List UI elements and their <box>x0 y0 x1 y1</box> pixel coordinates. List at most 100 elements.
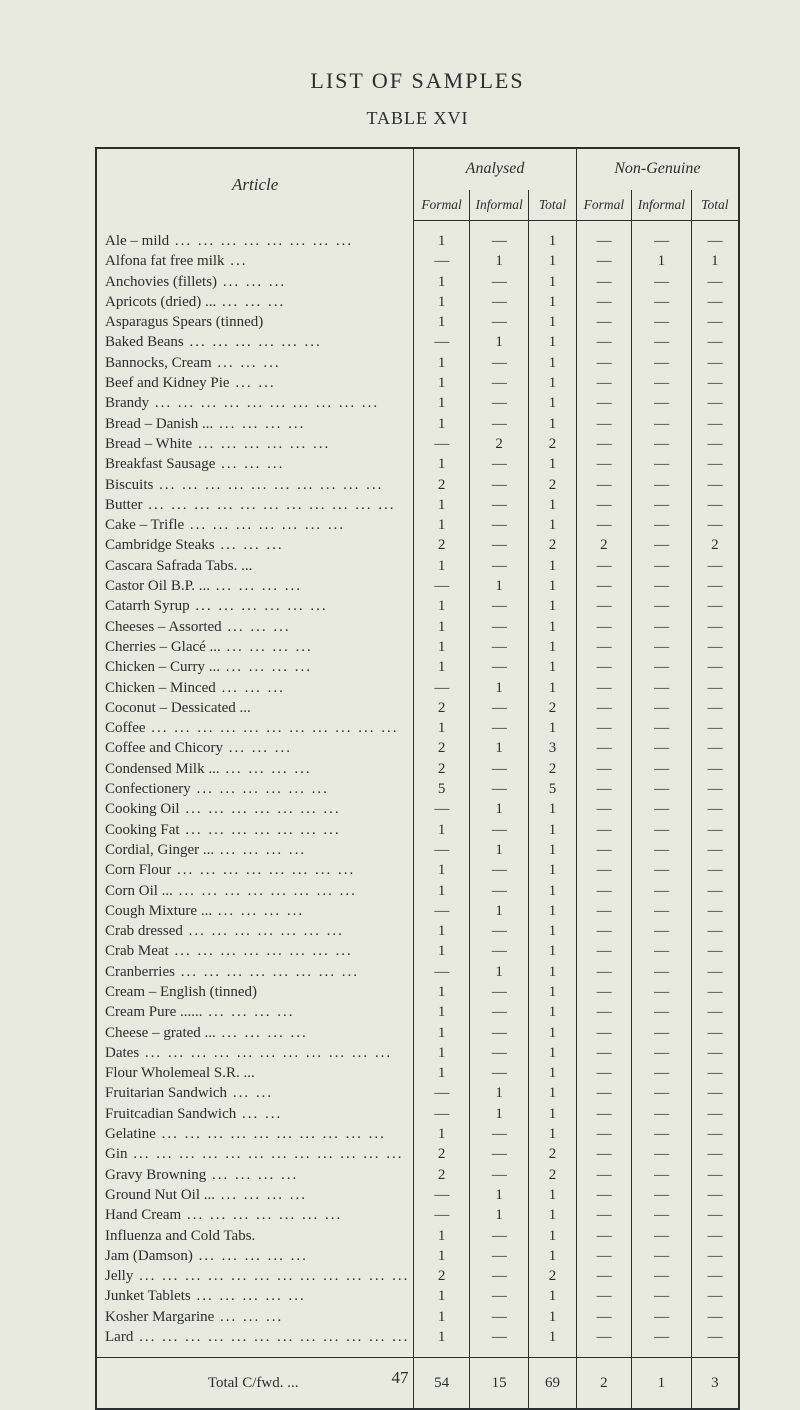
cell-value: 1 <box>529 332 576 352</box>
cell-value: 1 <box>414 860 469 880</box>
cell-value: 1 <box>529 1124 576 1144</box>
cell-value: — <box>632 718 692 738</box>
cell-value: 2 <box>414 698 469 718</box>
cell-value: — <box>691 698 738 718</box>
table-row: Flour Wholemeal S.R. ...1—1——— <box>97 1063 738 1083</box>
cell-value: — <box>576 251 631 271</box>
cell-value: 2 <box>529 759 576 779</box>
document-page: LIST OF SAMPLES TABLE XVI Article Analys… <box>0 0 800 1400</box>
table-row: Cough Mixture ... ... ... ... ...—11——— <box>97 901 738 921</box>
col-group-nongenuine: Non-Genuine <box>576 149 738 190</box>
cell-value: — <box>576 1226 631 1246</box>
article-name: Jam (Damson) ... ... ... ... ... <box>97 1246 414 1266</box>
cell-value: — <box>691 1266 738 1286</box>
cell-value: — <box>691 312 738 332</box>
cell-value: — <box>414 251 469 271</box>
table-row: Chicken – Curry ... ... ... ... ...1—1——… <box>97 657 738 677</box>
table-row: Kosher Margarine ... ... ...1—1——— <box>97 1307 738 1327</box>
cell-value: — <box>691 353 738 373</box>
cell-value: 1 <box>414 637 469 657</box>
cell-value: — <box>469 657 529 677</box>
table-row: Jelly ... ... ... ... ... ... ... ... ..… <box>97 1266 738 1286</box>
cell-value: — <box>632 1286 692 1306</box>
cell-value: — <box>632 414 692 434</box>
cell-value: — <box>576 1043 631 1063</box>
cell-value: 1 <box>414 312 469 332</box>
table-row: Cascara Safrada Tabs. ...1—1——— <box>97 556 738 576</box>
cell-value: — <box>691 1144 738 1164</box>
cell-value: 1 <box>529 1185 576 1205</box>
cell-value: — <box>632 1023 692 1043</box>
cell-value: — <box>632 617 692 637</box>
cell-value: — <box>691 596 738 616</box>
cell-value: — <box>691 982 738 1002</box>
cell-value: — <box>576 820 631 840</box>
cell-value: — <box>576 515 631 535</box>
article-name: Cough Mixture ... ... ... ... ... <box>97 901 414 921</box>
cell-value: — <box>632 576 692 596</box>
cell-value: 1 <box>529 1043 576 1063</box>
cell-value: 1 <box>469 576 529 596</box>
cell-value: — <box>469 353 529 373</box>
table-row: Cranberries ... ... ... ... ... ... ... … <box>97 962 738 982</box>
page-number: 47 <box>0 1368 800 1388</box>
cell-value: 1 <box>414 881 469 901</box>
cell-value: — <box>414 840 469 860</box>
cell-value: — <box>632 475 692 495</box>
cell-value: — <box>576 962 631 982</box>
table-row: Cambridge Steaks ... ... ...2—22—2 <box>97 535 738 555</box>
cell-value: 2 <box>414 759 469 779</box>
cell-value: — <box>469 495 529 515</box>
cell-value: — <box>632 860 692 880</box>
table-row: Cream – English (tinned)1—1——— <box>97 982 738 1002</box>
article-name: Corn Oil ... ... ... ... ... ... ... ...… <box>97 881 414 901</box>
cell-value: 1 <box>529 231 576 251</box>
article-name: Gelatine ... ... ... ... ... ... ... ...… <box>97 1124 414 1144</box>
cell-value: — <box>632 1104 692 1124</box>
cell-value: — <box>576 982 631 1002</box>
cell-value: — <box>576 556 631 576</box>
article-name: Breakfast Sausage ... ... ... <box>97 454 414 474</box>
table-row: Confectionery ... ... ... ... ... ...5—5… <box>97 779 738 799</box>
cell-value: — <box>576 353 631 373</box>
cell-value: — <box>632 353 692 373</box>
cell-value: — <box>576 231 631 251</box>
cell-value: — <box>691 617 738 637</box>
table-row: Gin ... ... ... ... ... ... ... ... ... … <box>97 1144 738 1164</box>
table-number: TABLE XVI <box>95 108 740 129</box>
cell-value: 1 <box>414 1002 469 1022</box>
table-row: Ground Nut Oil ... ... ... ... ...—11——— <box>97 1185 738 1205</box>
cell-value: — <box>576 637 631 657</box>
table-row: Condensed Milk ... ... ... ... ...2—2——— <box>97 759 738 779</box>
cell-value: — <box>632 1185 692 1205</box>
cell-value: — <box>632 779 692 799</box>
cell-value: 1 <box>469 1205 529 1225</box>
cell-value: 1 <box>529 799 576 819</box>
cell-value: — <box>469 1286 529 1306</box>
article-name: Cooking Oil ... ... ... ... ... ... ... <box>97 799 414 819</box>
cell-value: 1 <box>414 1063 469 1083</box>
cell-value: 1 <box>529 1063 576 1083</box>
cell-value: 1 <box>469 738 529 758</box>
cell-value: — <box>691 962 738 982</box>
cell-value: — <box>414 576 469 596</box>
article-name: Beef and Kidney Pie ... ... <box>97 373 414 393</box>
cell-value: 1 <box>469 251 529 271</box>
cell-value: — <box>576 373 631 393</box>
cell-value: 1 <box>414 454 469 474</box>
cell-value: 5 <box>414 779 469 799</box>
article-name: Lard ... ... ... ... ... ... ... ... ...… <box>97 1327 414 1347</box>
cell-value: 1 <box>529 495 576 515</box>
cell-value: — <box>469 475 529 495</box>
cell-value: — <box>691 1205 738 1225</box>
table-row: Cherries – Glacé ... ... ... ... ...1—1—… <box>97 637 738 657</box>
cell-value: — <box>469 779 529 799</box>
table-row: Catarrh Syrup ... ... ... ... ... ...1—1… <box>97 596 738 616</box>
cell-value: — <box>691 1124 738 1144</box>
cell-value: 1 <box>529 251 576 271</box>
article-name: Cherries – Glacé ... ... ... ... ... <box>97 637 414 657</box>
cell-value: — <box>632 698 692 718</box>
cell-value: — <box>469 292 529 312</box>
table-row: Castor Oil B.P. ... ... ... ... ...—11——… <box>97 576 738 596</box>
cell-value: 1 <box>414 1307 469 1327</box>
